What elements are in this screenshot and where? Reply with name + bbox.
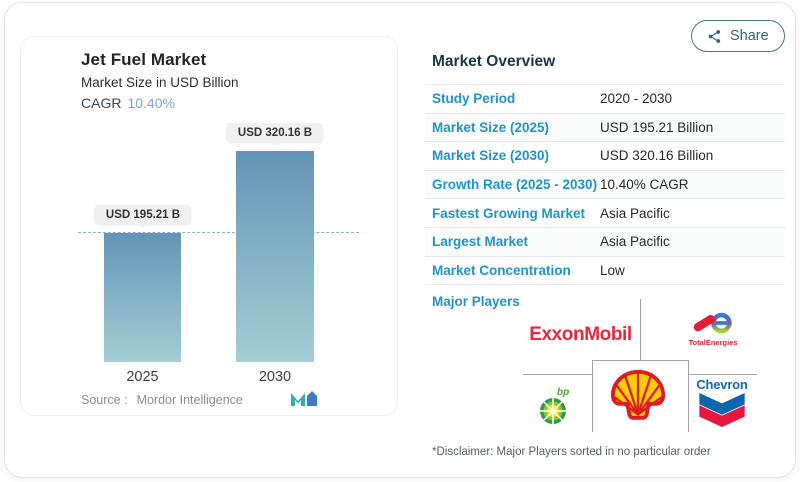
table-row-largest-market: Largest Market Asia Pacific [425, 227, 785, 257]
row-value: Asia Pacific [600, 234, 670, 250]
exxonmobil-logo: ExxonMobil [529, 324, 632, 345]
chart-panel: Jet Fuel Market Market Size in USD Billi… [20, 36, 398, 416]
disclaimer-text: *Disclaimer: Major Players sorted in no … [432, 446, 711, 458]
x-axis-label-2030: 2030 [258, 369, 292, 385]
chart-title: Jet Fuel Market [81, 50, 207, 69]
bar-chart-plot: USD 195.21 B USD 320.16 B [21, 37, 399, 362]
row-value: USD 320.16 Billion [600, 148, 714, 164]
shell-logo-icon [610, 369, 666, 420]
bar-2030[interactable] [236, 151, 314, 362]
overview-table: Study Period 2020 - 2030 Market Size (20… [425, 84, 785, 286]
totalenergies-logo: TotalEnergies [675, 309, 751, 347]
table-row-fastest-growing-market: Fastest Growing Market Asia Pacific [425, 199, 785, 228]
mordor-intelligence-logo-icon [291, 391, 317, 406]
cagr-label: CAGR [81, 95, 122, 111]
share-button[interactable]: Share [691, 20, 785, 52]
bar-value-label-2025: USD 195.21 B [94, 205, 192, 228]
report-card: Share Jet Fuel Market Market Size in USD… [4, 2, 796, 478]
row-label: Fastest Growing Market [432, 205, 586, 221]
bar-2025[interactable] [104, 233, 181, 362]
row-label: Market Concentration [432, 262, 571, 278]
major-players-label: Major Players [432, 294, 520, 309]
table-row-study-period: Study Period 2020 - 2030 [425, 85, 785, 114]
chart-subtitle: Market Size in USD Billion [81, 75, 239, 90]
table-row-market-size-2025: Market Size (2025) USD 195.21 Billion [425, 113, 785, 143]
table-row-growth-rate: Growth Rate (2025 - 2030) 10.40% CAGR [425, 170, 785, 200]
source-row: Source : Mordor Intelligence [81, 393, 243, 407]
share-icon [708, 29, 721, 43]
bp-wordmark: bp [557, 387, 569, 398]
bp-logo-icon: bp [540, 387, 569, 424]
row-label: Market Size (2030) [432, 148, 550, 164]
source-name: Mordor Intelligence [136, 393, 243, 407]
overview-title: Market Overview [432, 53, 556, 70]
row-value: Low [600, 262, 625, 278]
x-axis-label-2025: 2025 [126, 369, 159, 385]
cagr-value: 10.40% [127, 95, 175, 111]
row-value: 10.40% CAGR [600, 177, 689, 193]
players-connector-right [689, 374, 757, 375]
row-label: Market Size (2025) [432, 119, 550, 135]
players-connector-vertical [640, 299, 641, 360]
source-label: Source : [81, 393, 128, 407]
totalenergies-wordmark: TotalEnergies [688, 338, 738, 347]
chart-cagr-line: CAGR 10.40% [81, 95, 175, 111]
players-connector-left [523, 374, 592, 375]
row-label: Study Period [432, 91, 516, 107]
chevron-wordmark: Chevron [696, 377, 748, 392]
chevron-logo: Chevron [692, 377, 752, 427]
row-label: Growth Rate (2025 - 2030) [432, 177, 598, 193]
bar-value-label-2030: USD 320.16 B [226, 123, 324, 146]
row-value: Asia Pacific [600, 205, 670, 221]
table-row-market-size-2030: Market Size (2030) USD 320.16 Billion [425, 142, 785, 171]
row-label: Largest Market [432, 234, 529, 250]
table-row-market-concentration: Market Concentration Low [425, 257, 785, 286]
row-value: 2020 - 2030 [600, 91, 673, 107]
target-dashline [78, 232, 359, 233]
totalenergies-mark-icon [693, 312, 732, 334]
share-button-label: Share [730, 28, 769, 44]
chevron-stripes-icon [699, 393, 745, 427]
row-value: USD 195.21 Billion [600, 119, 714, 135]
